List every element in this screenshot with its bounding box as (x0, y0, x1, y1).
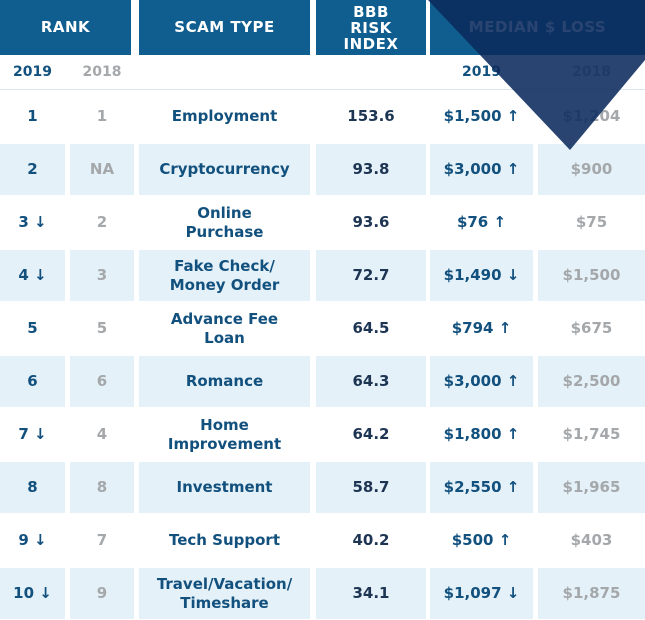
loss-2018: $2,500 (538, 356, 645, 407)
loss-2019: $1,097 ↓ (430, 568, 533, 619)
header-rank: RANK (0, 0, 131, 55)
loss-2019: $794 ↑ (451, 319, 512, 337)
rank-2019: 6 (0, 356, 65, 407)
risk-index: 58.7 (316, 462, 426, 513)
loss-2018: $403 (570, 531, 613, 549)
loss-2018: $900 (538, 144, 645, 195)
loss-2018: $675 (570, 319, 613, 337)
scam-type: Employment (171, 107, 278, 125)
risk-index: 93.6 (352, 213, 390, 231)
scam-type: Fake Check/ Money Order (139, 250, 310, 301)
rank-2019: 5 (27, 319, 38, 337)
header-risk-index: BBB RISK INDEX (316, 0, 426, 55)
rank-2019: 8 (0, 462, 65, 513)
rank-2019: 9 ↓ (18, 531, 47, 549)
rank-2019: 4 ↓ (0, 250, 65, 301)
scam-type: Travel/Vacation/ Timeshare (139, 568, 310, 619)
scam-type: Home Improvement (167, 415, 282, 453)
rank-2019: 1 (27, 107, 38, 125)
subheader: 2018 (572, 64, 611, 80)
rank-2018: 2 (96, 213, 108, 231)
rank-2018: 9 (70, 568, 134, 619)
rank-2018: 1 (96, 107, 108, 125)
loss-2019: $3,000 ↑ (430, 356, 533, 407)
scam-type: Advance Fee Loan (170, 309, 279, 347)
risk-index: 34.1 (316, 568, 426, 619)
loss-2019: $500 ↑ (451, 531, 512, 549)
rank-2018: 6 (70, 356, 134, 407)
risk-index: 72.7 (316, 250, 426, 301)
loss-2019: $3,000 ↑ (430, 144, 533, 195)
risk-index: 93.8 (316, 144, 426, 195)
header-median-loss: MEDIAN $ LOSS (430, 0, 645, 55)
rank-2018: 8 (70, 462, 134, 513)
loss-2019: $2,550 ↑ (430, 462, 533, 513)
loss-2019: $1,490 ↓ (430, 250, 533, 301)
subheader: 2019 (13, 64, 52, 80)
scam-type: Romance (139, 356, 310, 407)
loss-2018: $1,875 (538, 568, 645, 619)
loss-2018: $1,204 (562, 107, 621, 125)
scam-type: Investment (139, 462, 310, 513)
loss-2019: $1,800 ↑ (443, 425, 520, 443)
rank-2019: 2 (0, 144, 65, 195)
rank-2019: 3 ↓ (18, 213, 47, 231)
rank-2019: 10 ↓ (0, 568, 65, 619)
loss-2019: $76 ↑ (456, 213, 507, 231)
rank-2018: 4 (96, 425, 108, 443)
divider (0, 89, 645, 90)
rank-2018: 5 (96, 319, 108, 337)
rank-2019: 7 ↓ (18, 425, 47, 443)
risk-index: 153.6 (347, 107, 395, 125)
risk-index: 40.2 (352, 531, 390, 549)
scam-type: Online Purchase (185, 203, 264, 241)
header-scam-type: SCAM TYPE (139, 0, 310, 55)
risk-index: 64.3 (316, 356, 426, 407)
loss-2018: $1,965 (538, 462, 645, 513)
loss-2019: $1,500 ↑ (443, 107, 520, 125)
subheader: 2019 (462, 64, 501, 80)
rank-2018: 3 (70, 250, 134, 301)
scam-type: Cryptocurrency (139, 144, 310, 195)
risk-index: 64.5 (352, 319, 390, 337)
subheader: 2018 (82, 64, 122, 80)
risk-index: 64.2 (352, 425, 390, 443)
loss-2018: $1,500 (538, 250, 645, 301)
rank-2018: 7 (96, 531, 108, 549)
rank-2018: NA (70, 144, 134, 195)
scam-type: Tech Support (168, 531, 281, 549)
loss-2018: $75 (575, 213, 608, 231)
loss-2018: $1,745 (562, 425, 621, 443)
